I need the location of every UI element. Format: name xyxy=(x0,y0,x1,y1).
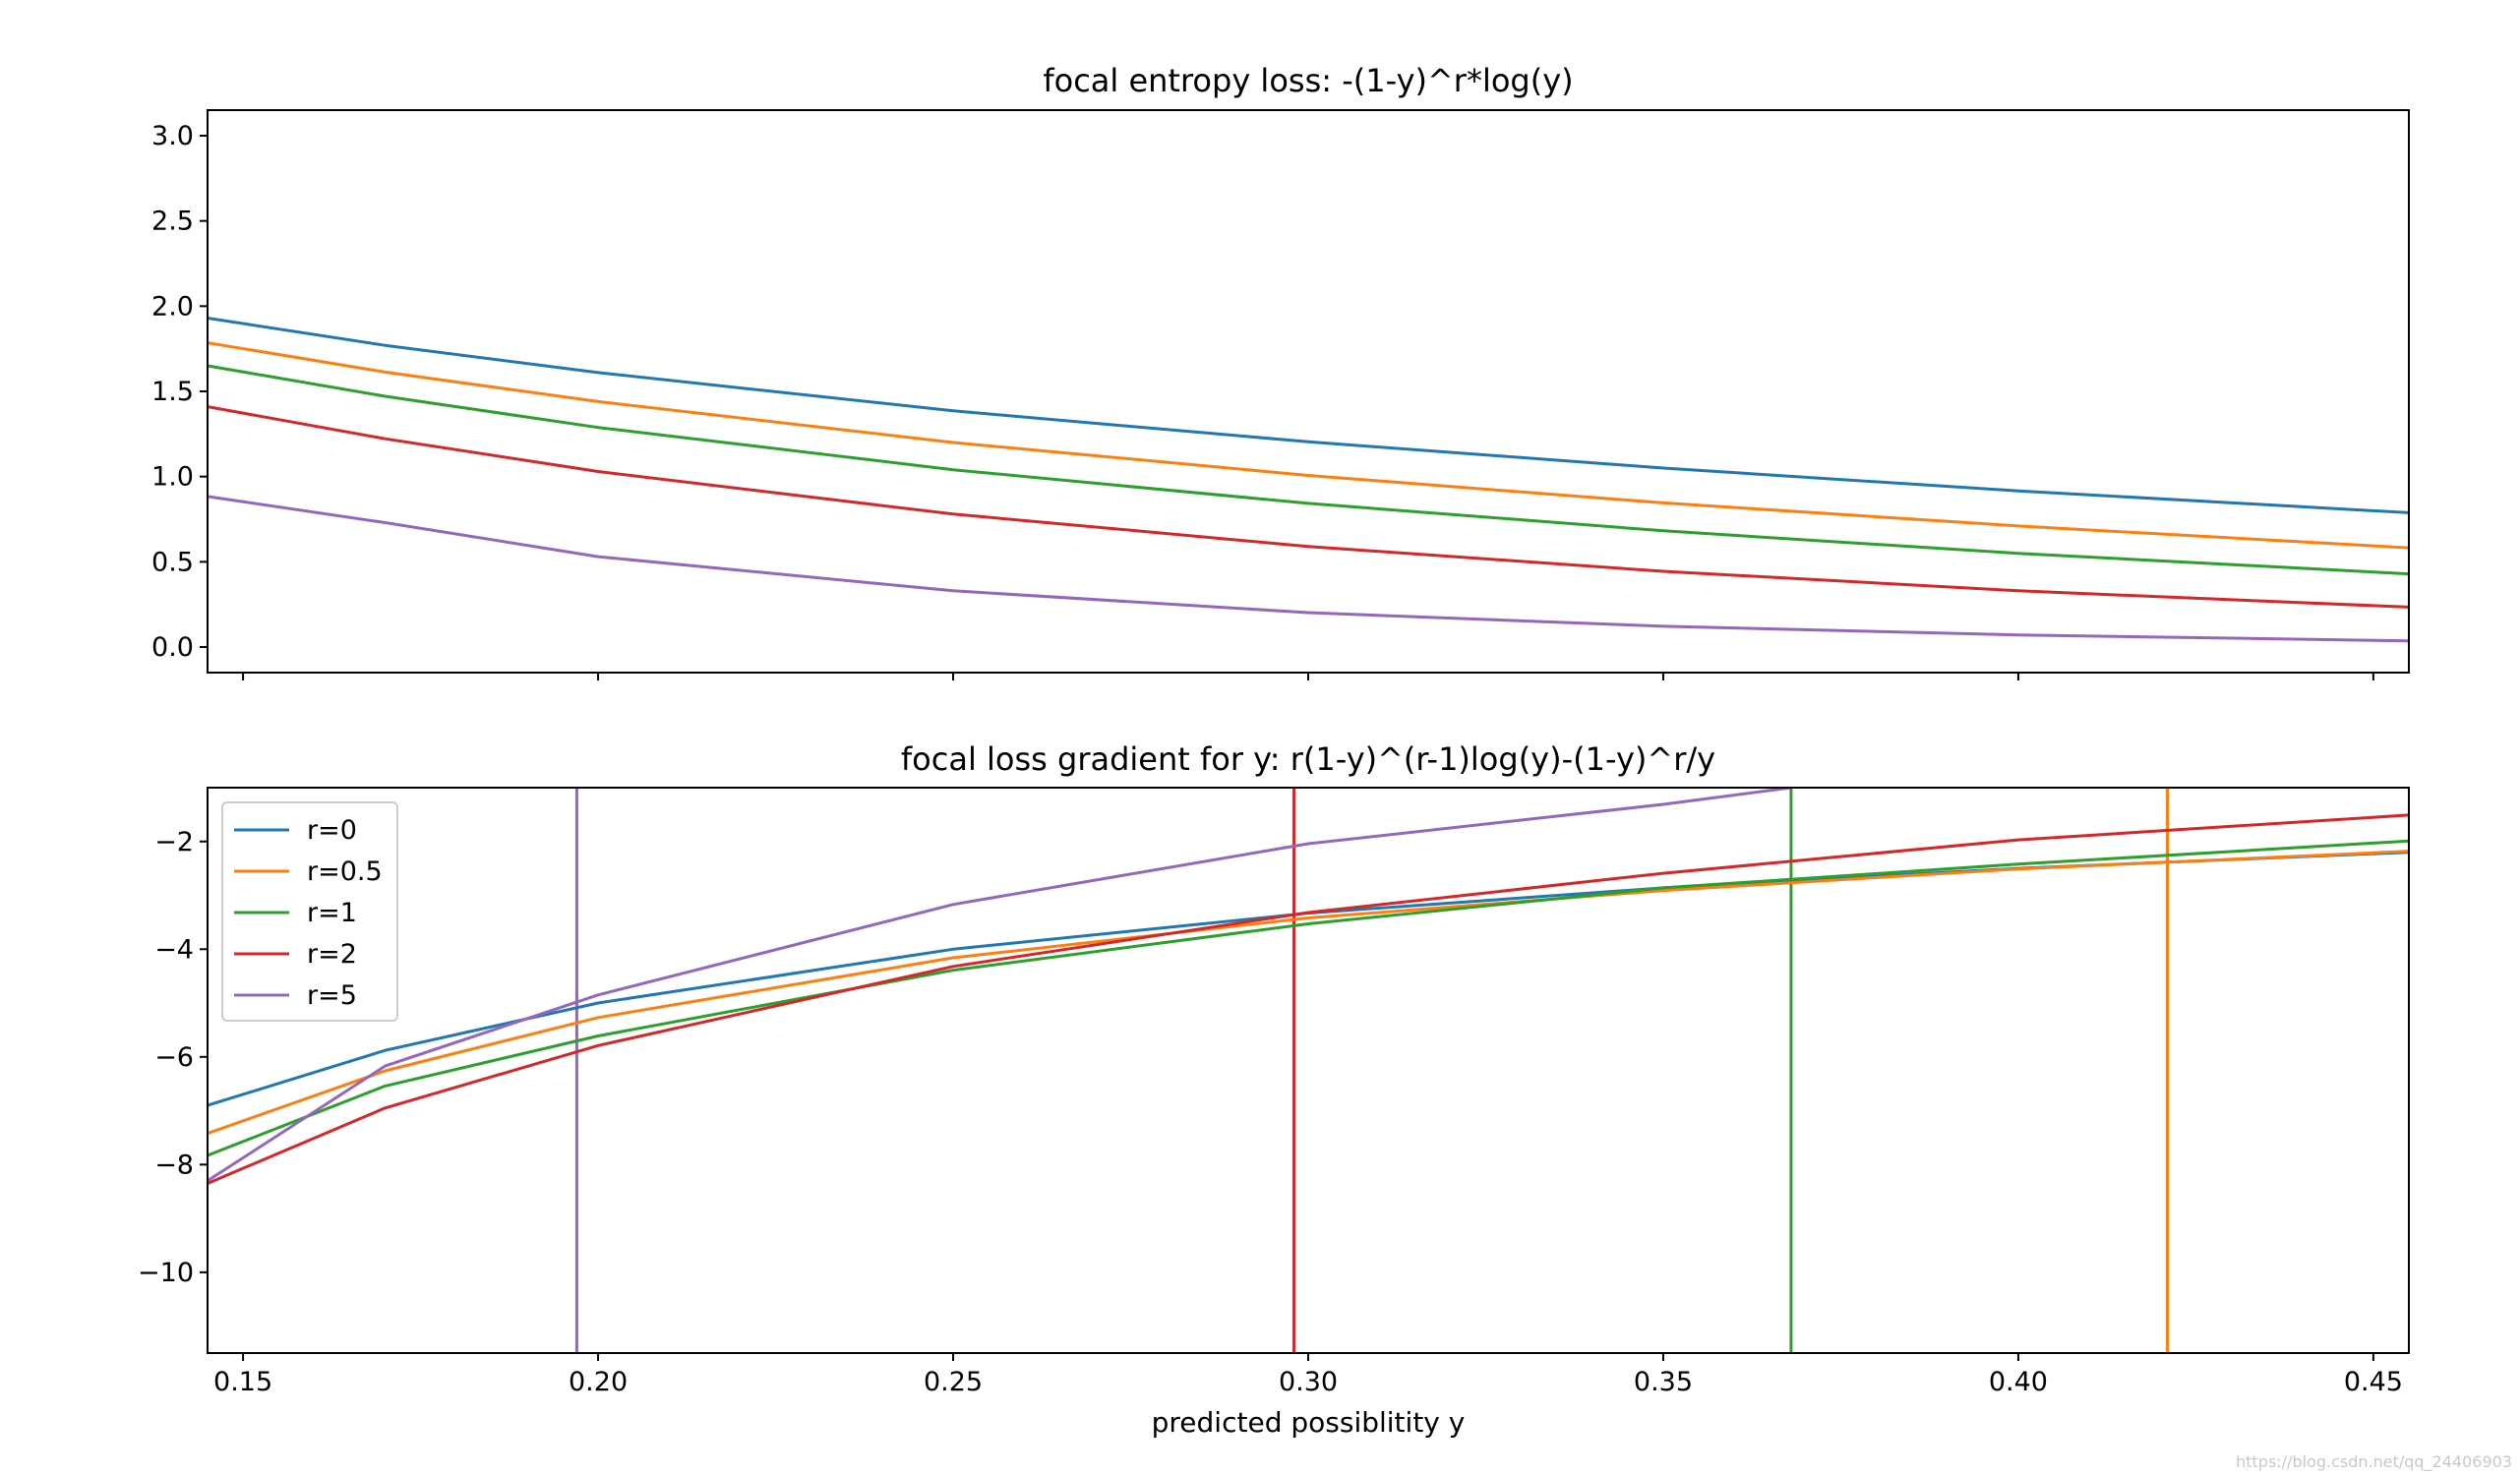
series-line-r-5 xyxy=(208,788,1792,1183)
series-line-r-0-5 xyxy=(208,341,2409,550)
y-tick-label: 1.5 xyxy=(151,377,194,407)
x-tick-label: 0.25 xyxy=(924,1367,983,1397)
y-tick-label: 0.5 xyxy=(151,547,194,577)
gradient-chart-plot xyxy=(208,788,2409,1353)
y-tick-label: −10 xyxy=(138,1258,194,1288)
gradient-chart-axes: 0.15 0.20 0.25 0.30 0.35 0.40 0.45 −10 −8 −6 −4 −2 xyxy=(138,827,2403,1397)
legend: r=0 r=0.5 r=1 r=2 r=5 xyxy=(221,801,398,1022)
x-tick-label: 0.15 xyxy=(213,1367,272,1397)
legend-label: r=5 xyxy=(307,980,357,1011)
y-tick-label: 2.0 xyxy=(151,291,194,322)
legend-box xyxy=(221,801,398,1022)
gradient-chart-title: focal loss gradient for y: r(1-y)^(r-1)l… xyxy=(901,740,1715,778)
series-line-r-0 xyxy=(208,317,2409,514)
series-line-r-1 xyxy=(208,839,2409,1157)
gradient-chart-xlabel: predicted possiblitity y xyxy=(1152,1406,1466,1439)
loss-chart-title: focal entropy loss: -(1-y)^r*log(y) xyxy=(1043,62,1573,99)
x-tick-label: 0.30 xyxy=(1279,1367,1338,1397)
series-line-r-5 xyxy=(208,495,2409,643)
y-tick-label: −8 xyxy=(154,1150,194,1180)
plot-area-clip xyxy=(208,317,2409,643)
loss-chart-axes: 0.0 0.5 1.0 1.5 2.0 2.5 3.0 xyxy=(151,121,2374,680)
y-tick-label: −2 xyxy=(154,827,194,857)
y-tick-label: 2.5 xyxy=(151,206,194,237)
y-tick-label: −6 xyxy=(154,1042,194,1073)
legend-label: r=2 xyxy=(307,939,357,970)
legend-label: r=1 xyxy=(307,898,357,928)
legend-label: r=0 xyxy=(307,815,357,846)
legend-label: r=0.5 xyxy=(307,856,383,887)
y-tick-label: 1.0 xyxy=(151,462,194,493)
x-tick-label: 0.35 xyxy=(1634,1367,1693,1397)
watermark: https://blog.csdn.net/qq_24406903 xyxy=(2236,1452,2512,1471)
x-tick-label: 0.20 xyxy=(569,1367,628,1397)
y-tick-label: −4 xyxy=(154,934,194,965)
y-tick-label: 3.0 xyxy=(151,121,194,151)
series-line-r-2 xyxy=(208,813,2409,1185)
gradient-chart: focal loss gradient for y: r(1-y)^(r-1)l… xyxy=(138,740,2410,1439)
loss-chart-plot xyxy=(208,317,2409,643)
series-line-r-2 xyxy=(208,405,2409,609)
loss-chart: focal entropy loss: -(1-y)^r*log(y) 0.00… xyxy=(151,62,2410,680)
y-tick-label: 0.0 xyxy=(151,632,194,663)
series-line-r-1 xyxy=(208,364,2409,576)
x-tick-label: 0.40 xyxy=(1989,1367,2048,1397)
x-tick-label: 0.45 xyxy=(2344,1367,2403,1397)
series-line-r-0-5 xyxy=(208,850,2409,1136)
plot-area-clip xyxy=(208,788,2409,1353)
